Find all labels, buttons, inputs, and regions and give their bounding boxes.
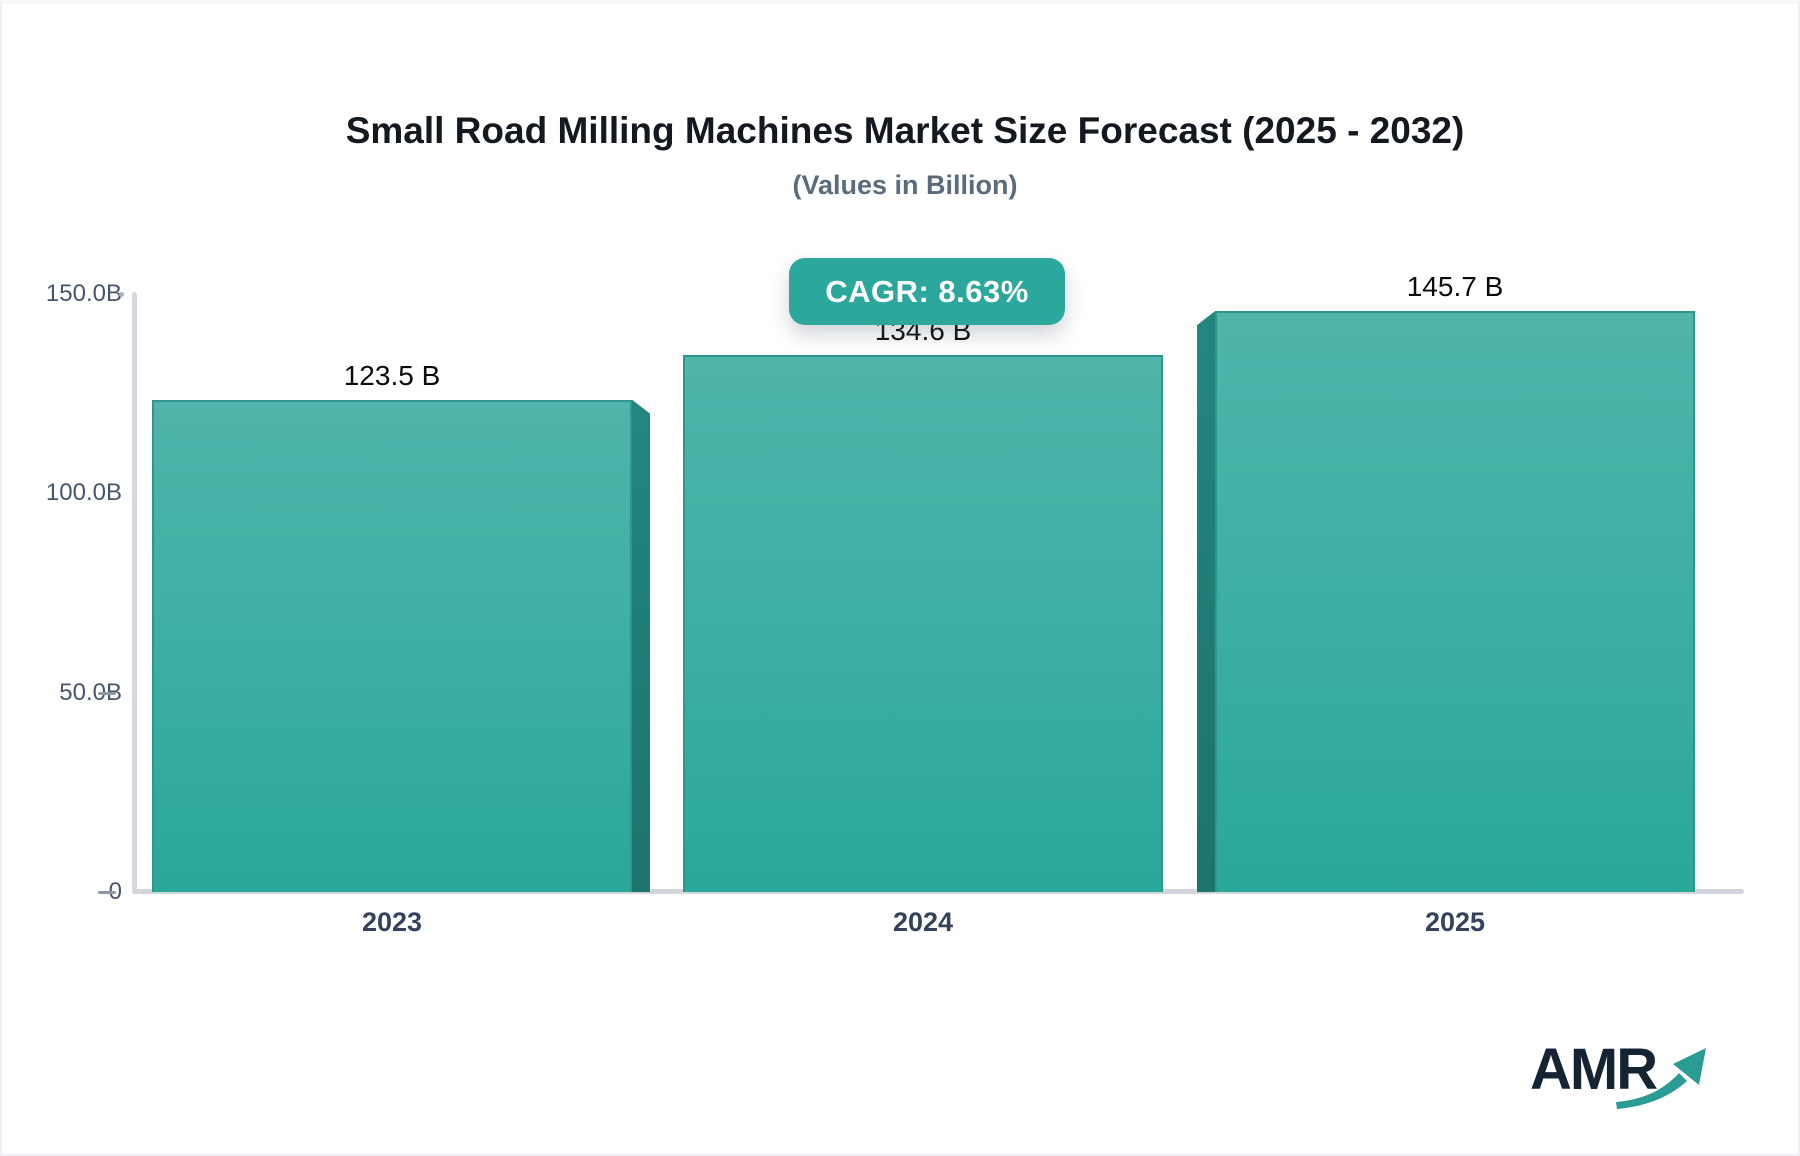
y-axis-tick-mark bbox=[98, 891, 116, 894]
bar-2025[interactable] bbox=[1215, 311, 1695, 892]
growth-arrow-icon bbox=[1616, 1048, 1706, 1109]
x-axis-category-label: 2025 bbox=[1424, 907, 1486, 937]
chart-subtitle: (Values in Billion) bbox=[792, 170, 1018, 200]
y-axis-tick-label: 100.0B bbox=[45, 479, 122, 507]
x-axis-category-label: 2024 bbox=[892, 907, 954, 937]
y-axis-tick-label: 150.0B bbox=[45, 280, 122, 307]
chart-title: Small Road Milling Machines Market Size … bbox=[345, 110, 1465, 151]
x-axis-category-label: 2023 bbox=[361, 907, 423, 937]
bar-value-label: 123.5 B bbox=[343, 359, 441, 391]
bar-value-label: 145.7 B bbox=[1406, 271, 1504, 303]
amr-logo-text: AMR bbox=[1530, 1037, 1658, 1102]
y-axis-tick-mark bbox=[98, 691, 116, 695]
bar-2023[interactable] bbox=[152, 399, 632, 892]
amr-logo: AMR bbox=[1530, 1040, 1730, 1130]
cagr-badge: CAGR: 8.63% bbox=[789, 258, 1065, 325]
bar-3d-side-2023 bbox=[632, 399, 650, 892]
y-axis-line bbox=[132, 292, 137, 892]
y-axis-tick-mark bbox=[119, 292, 124, 297]
bar-2024[interactable] bbox=[683, 355, 1163, 892]
bar-3d-side-2025 bbox=[1197, 311, 1215, 892]
